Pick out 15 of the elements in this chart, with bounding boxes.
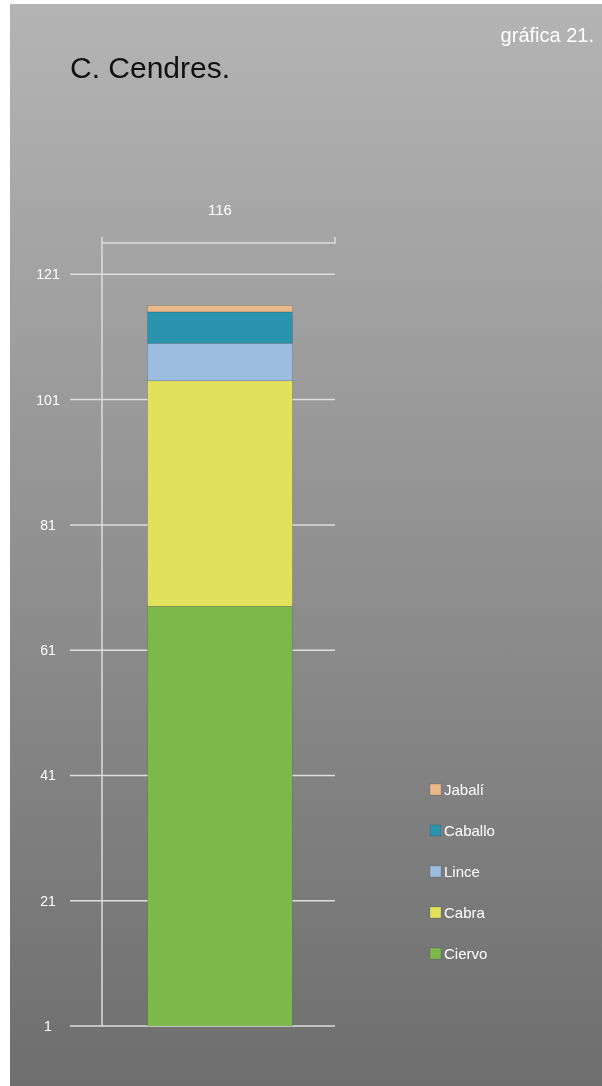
legend-label: Lince [444,863,480,880]
legend-label: Cabra [444,904,486,921]
chart-title: C. Cendres. [70,51,231,84]
y-tick-label: 101 [36,391,60,408]
y-tick-label: 81 [40,516,56,533]
y-tick-label: 21 [40,892,56,909]
y-tick-label: 61 [40,642,56,659]
text: gráfica 21. [500,24,594,46]
y-tick-label: 121 [36,266,60,283]
legend-label: Caballo [444,822,495,839]
y-tick-label: 1 [44,1017,53,1034]
x-tick-label: 116 [208,201,232,218]
y-tick-label: 41 [40,767,56,784]
legend-label: Jabalí [444,781,485,798]
legend-label: Ciervo [444,945,488,962]
